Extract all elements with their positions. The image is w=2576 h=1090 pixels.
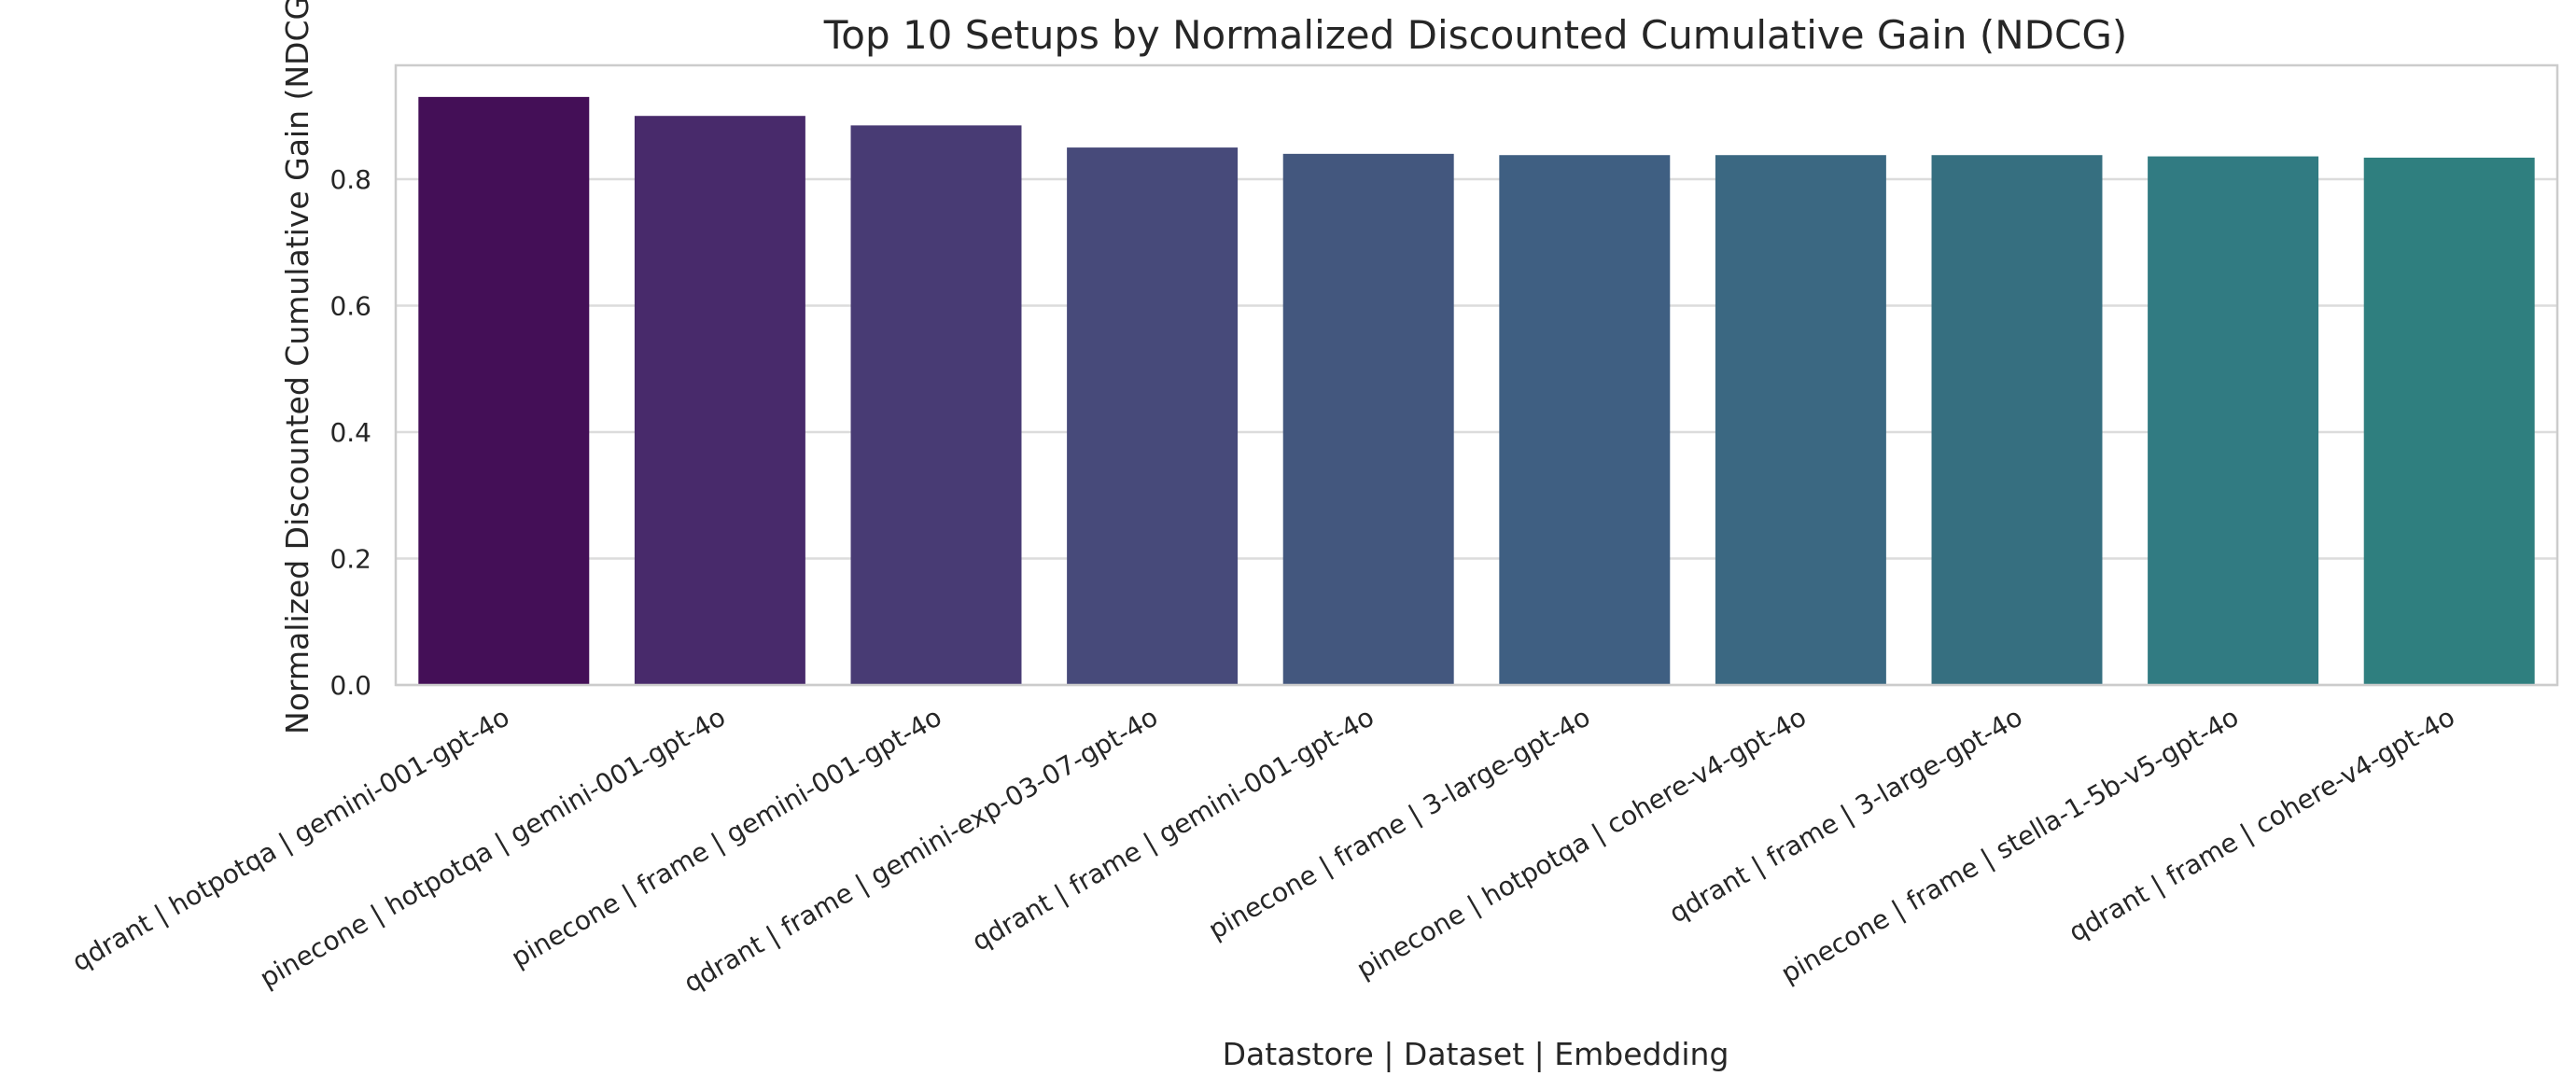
bar [2363,157,2535,685]
bars [418,96,2535,686]
x-tick-label: qdrant | frame | gemini-001-gpt-4o [967,701,1379,957]
y-tick-label: 0.2 [329,543,371,574]
bar [850,125,1022,686]
bar [418,96,590,685]
x-tick-label: qdrant | hotpotqa | gemini-001-gpt-4o [67,701,515,977]
bar [2148,156,2319,685]
y-tick-labels: 0.0 0.2 0.4 0.6 0.8 [329,164,371,701]
x-tick-label: pinecone | hotpotqa | gemini-001-gpt-4o [255,701,731,994]
plot-frame [394,63,2559,687]
bar [634,116,805,685]
y-tick-label: 0.0 [329,670,371,701]
chart-title: Top 10 Setups by Normalized Discounted C… [823,12,2128,58]
x-tick-label: qdrant | frame | 3-large-gpt-4o [1664,701,2028,929]
bar [1715,155,1886,685]
x-tick-label: pinecone | frame | stella-1-5b-v5-gpt-4o [1776,701,2245,989]
y-tick-label: 0.6 [329,290,371,321]
x-tick-label: qdrant | frame | cohere-v4-gpt-4o [2064,701,2460,947]
bar [1931,155,2103,685]
x-tick-label: pinecone | frame | gemini-001-gpt-4o [506,701,946,973]
bar [1499,155,1671,685]
x-axis-label: Datastore | Dataset | Embedding [1223,1036,1729,1072]
y-tick-label: 0.8 [329,164,371,195]
y-axis-label: Normalized Discounted Cumulative Gain (N… [279,0,315,734]
x-tick-label: pinecone | frame | 3-large-gpt-4o [1203,701,1595,945]
y-tick-label: 0.4 [329,417,371,448]
x-tick-label: pinecone | hotpotqa | cohere-v4-gpt-4o [1351,701,1812,985]
x-tick-label: qdrant | frame | gemini-exp-03-07-gpt-4o [679,701,1163,999]
bar [1067,147,1239,685]
bar [1282,153,1454,685]
x-tick-labels: qdrant | hotpotqa | gemini-001-gpt-4opin… [67,701,2460,999]
